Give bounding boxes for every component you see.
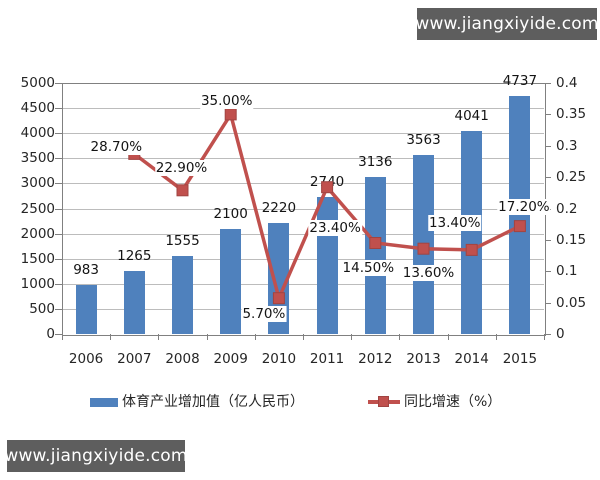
y-axis-left-tick-label: 500: [29, 300, 55, 317]
x-axis-label-2013: 2013: [406, 351, 441, 367]
y-axis-right-tick-label: 0.3: [556, 137, 578, 154]
growth-label-2015: 17.20%: [497, 199, 551, 216]
y-axis-right-tick-label: 0.4: [556, 75, 578, 91]
bar-label-2011: 2740: [309, 173, 345, 190]
legend-bar-swatch: [90, 398, 118, 407]
y-axis-right-tickmark: [545, 302, 551, 304]
y-axis-right-tick-label: 0.1: [556, 263, 578, 280]
y-axis-left-tick-label: 0: [46, 326, 55, 342]
bar-label-2014: 4041: [454, 108, 489, 125]
legend-bar-label: 体育产业增加值（亿人民币）: [122, 394, 304, 410]
x-axis-tickmark: [110, 334, 112, 340]
x-axis-label-2010: 2010: [261, 351, 297, 367]
y-axis-left-tickmark: [55, 308, 62, 310]
growth-label-2008: 22.90%: [154, 160, 209, 177]
x-axis-tickmark: [399, 334, 401, 340]
bar-label-2013: 3563: [406, 132, 441, 149]
y-axis-left-tickmark: [55, 158, 62, 160]
bar-2012: [364, 176, 386, 334]
y-axis-left-tick-label: 4000: [20, 125, 55, 142]
growth-label-2013: 13.60%: [401, 264, 456, 281]
bar-label-2007: 1265: [117, 247, 152, 264]
x-axis-tickmark: [206, 334, 208, 340]
y-axis-left-tick-label: 2000: [20, 225, 55, 242]
bar-2011: [316, 196, 338, 334]
y-axis-right-tick-label: 0.15: [556, 231, 587, 248]
y-axis-right-tickmark: [545, 177, 551, 179]
bar-2013: [413, 155, 434, 334]
bar-label-2010: 2220: [261, 199, 297, 216]
x-axis-label-2006: 2006: [68, 351, 104, 367]
x-axis-tickmark: [62, 334, 63, 340]
bar-label-2015: 4737: [502, 73, 538, 90]
x-axis-label-2014: 2014: [454, 351, 489, 367]
gridline: [62, 108, 544, 110]
y-axis-right-tick-label: 0.25: [556, 169, 587, 186]
y-axis-left-tick-label: 2500: [20, 200, 55, 217]
bar-2009: [220, 228, 242, 334]
y-axis-left-tickmark: [55, 133, 62, 135]
y-axis-left-tick-label: 1500: [20, 250, 55, 267]
x-axis-tickmark: [544, 334, 545, 340]
x-axis-tickmark: [495, 334, 497, 340]
y-axis-left-tickmark: [55, 108, 62, 110]
growth-label-2010: 5.70%: [241, 306, 287, 323]
growth-label-2007: 28.70%: [89, 138, 144, 155]
bar-2008: [172, 255, 193, 334]
growth-label-2009: 35.00%: [199, 93, 254, 110]
y-axis-right-tick-label: 0: [556, 326, 565, 342]
x-axis-label-2011: 2011: [309, 351, 345, 367]
growth-label-2011: 23.40%: [308, 220, 362, 237]
y-axis-left-tick-label: 3000: [20, 175, 55, 192]
x-axis-tickmark: [447, 334, 449, 340]
y-axis-left-tickmark: [55, 183, 62, 185]
y-axis-right-tick-label: 0.05: [556, 294, 587, 311]
y-axis-left-tickmark: [55, 83, 62, 84]
growth-label-2014: 13.40%: [427, 214, 482, 231]
y-axis-left-tick-label: 4500: [20, 100, 55, 117]
y-axis-left-tickmark: [55, 208, 62, 210]
x-axis-tickmark: [303, 334, 304, 340]
y-axis-right-tick-label: 0.35: [556, 106, 587, 123]
x-axis-label-2015: 2015: [502, 351, 538, 367]
x-axis-label-2009: 2009: [213, 351, 248, 367]
bar-2006: [75, 284, 97, 334]
bar-label-2006: 983: [73, 261, 99, 278]
y-axis-right-tickmark: [545, 239, 551, 241]
growth-label-2012: 14.50%: [341, 260, 396, 276]
y-axis-left-tick-label: 3500: [20, 150, 55, 167]
legend-line-marker: [378, 396, 389, 407]
y-axis-left-tick-label: 1000: [20, 275, 55, 292]
y-axis-left-tickmark: [55, 233, 62, 235]
y-axis-right-tickmark: [545, 83, 551, 84]
x-axis-tickmark: [351, 334, 353, 340]
x-axis-label-2007: 2007: [117, 351, 152, 367]
x-axis-label-2012: 2012: [358, 351, 393, 367]
x-axis-label-2008: 2008: [165, 351, 200, 367]
watermark-top: www.jiangxiyide.com: [415, 8, 598, 40]
y-axis-right-tickmark: [545, 114, 551, 116]
y-axis-right-tickmark: [545, 145, 551, 147]
bar-label-2009: 2100: [213, 205, 248, 222]
bar-label-2012: 3136: [358, 153, 393, 170]
y-axis-left-tickmark: [55, 334, 62, 335]
legend-line-label: 同比增速（%）: [404, 394, 502, 410]
y-axis-right-tick-label: 0.2: [556, 200, 578, 217]
bar-2007: [123, 270, 145, 334]
bar-label-2008: 1555: [165, 232, 200, 249]
bar-2014: [461, 131, 483, 334]
x-axis-tickmark: [254, 334, 256, 340]
y-axis-left-tickmark: [55, 258, 62, 260]
x-axis-tickmark: [158, 334, 160, 340]
y-axis-left-tickmark: [55, 283, 62, 285]
gridline: [62, 308, 544, 310]
y-axis-right-tickmark: [545, 334, 551, 335]
y-axis-left-tick-label: 5000: [20, 75, 55, 91]
y-axis-right-tickmark: [545, 271, 551, 273]
watermark-bottom: www.jiangxiyide.com: [4, 440, 187, 472]
